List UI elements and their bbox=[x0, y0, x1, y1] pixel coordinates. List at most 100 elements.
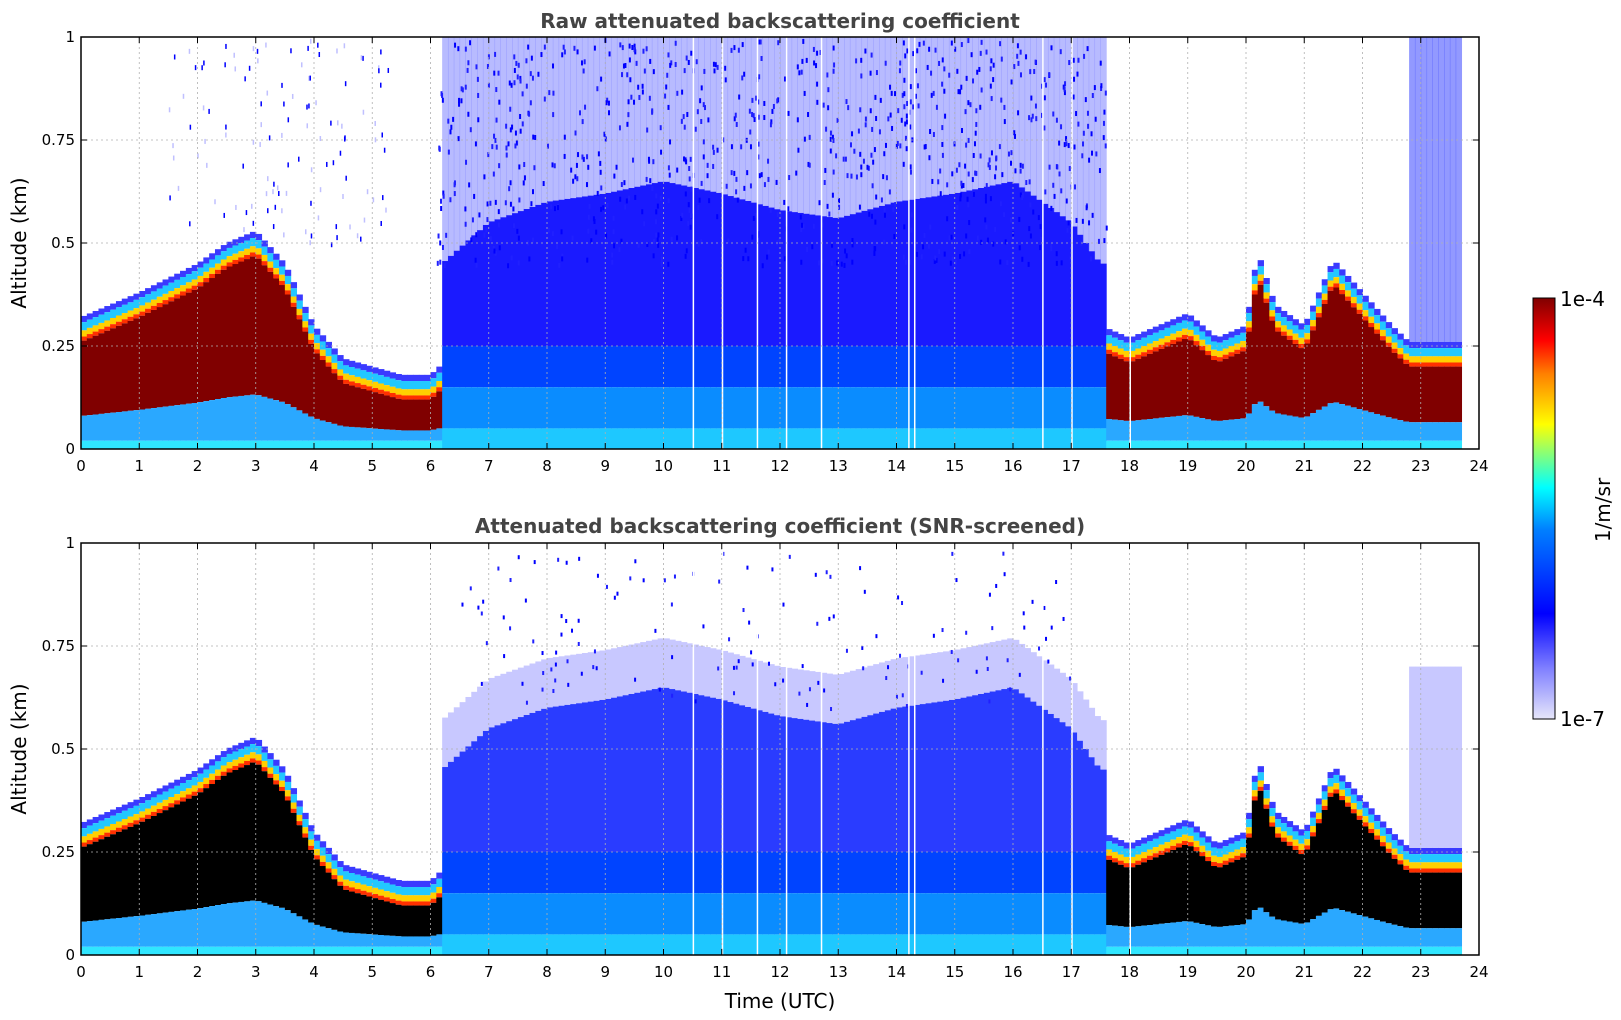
heatmap-column bbox=[424, 880, 431, 955]
heatmap-column bbox=[1024, 37, 1031, 449]
noise-pixel bbox=[519, 78, 522, 84]
heatmap-column bbox=[826, 673, 833, 955]
noise-pixel bbox=[939, 191, 942, 197]
noise-pixel bbox=[652, 159, 655, 165]
heatmap-column bbox=[611, 648, 618, 955]
noise-pixel bbox=[169, 195, 171, 201]
noise-pixel bbox=[763, 115, 766, 121]
noise-pixel bbox=[740, 144, 743, 150]
heatmap-column bbox=[1176, 316, 1183, 449]
heatmap-column bbox=[1176, 822, 1183, 955]
noise-pixel bbox=[586, 257, 589, 263]
heatmap-column bbox=[1158, 324, 1165, 449]
noise-pixel bbox=[909, 169, 912, 175]
noise-pixel bbox=[543, 44, 546, 50]
heatmap-column bbox=[1345, 781, 1352, 955]
heatmap-column bbox=[978, 644, 985, 955]
noise-pixel bbox=[664, 93, 667, 99]
noise-pixel bbox=[440, 198, 443, 204]
noise-pixel bbox=[380, 49, 382, 55]
noise-pixel bbox=[984, 198, 987, 204]
noise-pixel bbox=[870, 152, 873, 158]
noise-pixel bbox=[771, 567, 774, 572]
noise-pixel bbox=[487, 82, 490, 88]
noise-pixel bbox=[495, 87, 498, 93]
noise-pixel bbox=[974, 130, 977, 136]
noise-pixel bbox=[551, 231, 554, 237]
noise-pixel bbox=[225, 132, 227, 138]
heatmap-column bbox=[902, 657, 909, 955]
heatmap-column bbox=[442, 37, 449, 449]
heatmap-column bbox=[692, 37, 699, 449]
noise-pixel bbox=[342, 194, 344, 200]
noise-pixel bbox=[615, 164, 618, 170]
heatmap-column bbox=[1047, 37, 1055, 449]
noise-pixel bbox=[493, 133, 496, 139]
noise-pixel bbox=[769, 207, 772, 213]
noise-pixel bbox=[716, 214, 719, 220]
heatmap-column bbox=[1310, 305, 1317, 449]
heatmap-column bbox=[954, 37, 962, 449]
noise-pixel bbox=[926, 64, 929, 70]
noise-pixel bbox=[875, 634, 878, 639]
noise-pixel bbox=[623, 180, 626, 186]
noise-pixel bbox=[1029, 202, 1032, 208]
noise-pixel bbox=[987, 162, 990, 168]
heatmap-column bbox=[1187, 821, 1195, 955]
heatmap-column bbox=[203, 257, 210, 449]
noise-pixel bbox=[687, 221, 690, 227]
noise-pixel bbox=[603, 131, 606, 137]
noise-pixel bbox=[800, 227, 803, 233]
heatmap-column bbox=[1211, 841, 1218, 955]
noise-pixel bbox=[884, 142, 887, 148]
noise-pixel bbox=[509, 578, 512, 583]
noise-pixel bbox=[578, 556, 581, 561]
noise-pixel bbox=[318, 52, 321, 58]
noise-pixel bbox=[517, 260, 520, 266]
noise-pixel bbox=[522, 180, 525, 186]
noise-pixel bbox=[916, 48, 919, 54]
noise-pixel bbox=[244, 76, 246, 82]
noise-pixel bbox=[624, 63, 627, 69]
heatmap-column bbox=[500, 673, 507, 955]
noise-pixel bbox=[788, 554, 791, 559]
noise-pixel bbox=[887, 665, 890, 670]
noise-pixel bbox=[902, 254, 905, 260]
noise-pixel bbox=[380, 82, 382, 88]
noise-pixel bbox=[356, 233, 359, 239]
heatmap-column bbox=[832, 37, 839, 449]
noise-pixel bbox=[600, 185, 603, 191]
noise-pixel bbox=[916, 83, 919, 89]
heatmap-column bbox=[820, 672, 828, 955]
heatmap-column bbox=[220, 751, 228, 955]
noise-pixel bbox=[248, 65, 251, 71]
noise-pixel bbox=[929, 129, 932, 135]
noise-pixel bbox=[508, 186, 511, 192]
noise-pixel bbox=[697, 241, 700, 247]
noise-pixel bbox=[732, 665, 735, 670]
noise-pixel bbox=[758, 173, 761, 179]
noise-pixel bbox=[1055, 580, 1058, 585]
heatmap-column bbox=[1216, 842, 1224, 955]
heatmap-column bbox=[1275, 812, 1282, 955]
heatmap-column bbox=[733, 654, 740, 955]
noise-pixel bbox=[670, 60, 673, 66]
heatmap-column bbox=[1327, 772, 1334, 955]
noise-pixel bbox=[1087, 123, 1090, 129]
noise-pixel bbox=[659, 125, 662, 131]
noise-pixel bbox=[964, 163, 967, 169]
noise-pixel bbox=[505, 152, 508, 158]
noise-pixel bbox=[577, 618, 580, 623]
noise-pixel bbox=[512, 206, 515, 212]
noise-pixel bbox=[757, 114, 760, 120]
noise-pixel bbox=[497, 566, 500, 571]
noise-pixel bbox=[735, 121, 738, 127]
noise-pixel bbox=[309, 240, 311, 246]
heatmap-column bbox=[762, 662, 769, 955]
noise-pixel bbox=[909, 164, 912, 170]
noise-pixel bbox=[1084, 97, 1087, 103]
noise-pixel bbox=[787, 206, 790, 212]
noise-pixel bbox=[597, 151, 600, 157]
noise-pixel bbox=[752, 113, 755, 119]
noise-pixel bbox=[202, 105, 205, 111]
